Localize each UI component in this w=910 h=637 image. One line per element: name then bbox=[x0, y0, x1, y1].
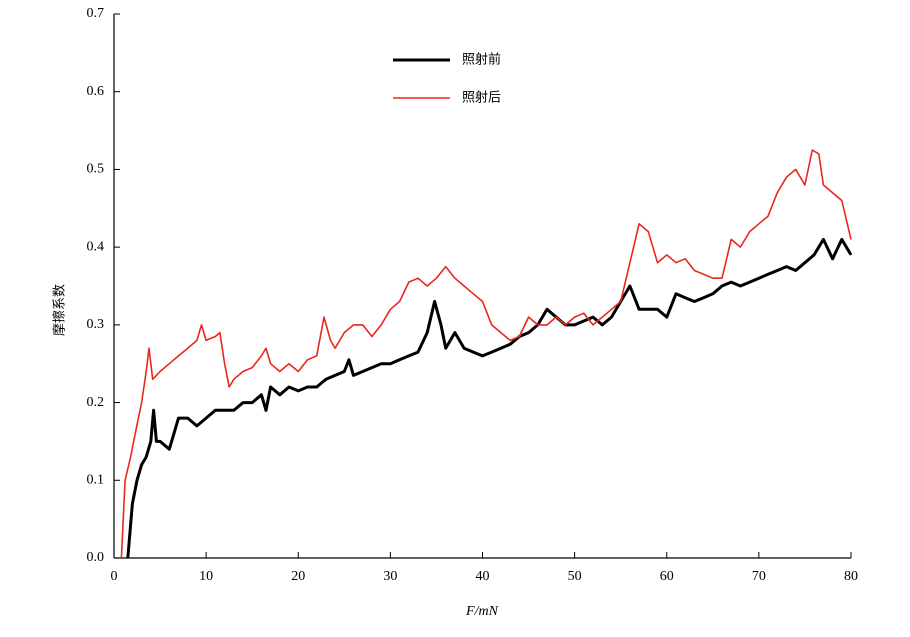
y-tick-label: 0.7 bbox=[87, 6, 105, 21]
x-tick-label: 0 bbox=[111, 569, 118, 584]
y-tick-label: 0.4 bbox=[87, 239, 105, 254]
x-tick-label: 20 bbox=[291, 569, 305, 584]
data-line bbox=[120, 149, 852, 559]
y-tick-label: 0.2 bbox=[87, 395, 105, 410]
y-tick-label: 0.0 bbox=[87, 550, 105, 565]
x-tick-label: 10 bbox=[199, 569, 213, 584]
x-tick-label: 50 bbox=[568, 569, 582, 584]
x-tick-label: 30 bbox=[383, 569, 397, 584]
legend-label: 照射前 bbox=[462, 52, 501, 68]
y-tick-label: 0.1 bbox=[87, 473, 105, 488]
x-tick-label: 70 bbox=[752, 569, 766, 584]
x-tick-label: 60 bbox=[660, 569, 674, 584]
x-tick-label: 40 bbox=[476, 569, 490, 584]
y-axis-label: 摩擦系数 bbox=[52, 284, 68, 336]
y-tick-label: 0.6 bbox=[87, 84, 105, 99]
x-tick-label: 80 bbox=[844, 569, 858, 584]
x-axis-label: F/mN bbox=[465, 604, 499, 619]
data-line bbox=[126, 237, 853, 559]
y-tick-label: 0.5 bbox=[87, 162, 105, 177]
y-tick-label: 0.3 bbox=[87, 317, 105, 332]
legend-label: 照射后 bbox=[462, 90, 501, 106]
